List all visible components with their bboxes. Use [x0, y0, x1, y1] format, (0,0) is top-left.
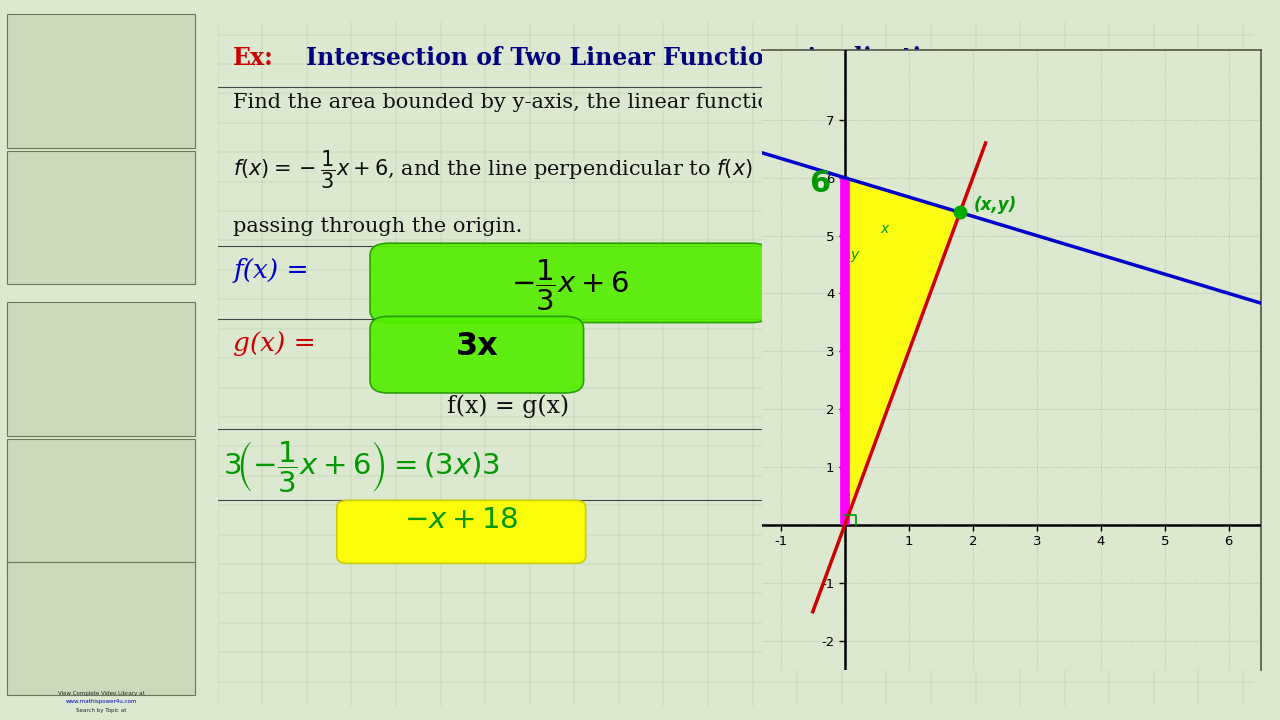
FancyBboxPatch shape — [8, 562, 195, 695]
Text: (x,y): (x,y) — [974, 196, 1018, 214]
Text: $f(x) = -\dfrac{1}{3}x + 6$, and the line perpendicular to $f(x)$: $f(x) = -\dfrac{1}{3}x + 6$, and the lin… — [233, 148, 753, 191]
Text: 3x: 3x — [456, 330, 498, 361]
FancyBboxPatch shape — [370, 316, 584, 393]
Polygon shape — [845, 178, 960, 525]
Text: x: x — [881, 222, 888, 235]
Text: f(x) =: f(x) = — [233, 258, 317, 282]
FancyBboxPatch shape — [337, 500, 586, 563]
Text: passing through the origin.: passing through the origin. — [233, 217, 522, 235]
Text: y: y — [850, 248, 858, 262]
FancyBboxPatch shape — [8, 151, 195, 284]
Text: f(x) = g(x): f(x) = g(x) — [447, 395, 570, 418]
Text: Find the area bounded by y-axis, the linear function: Find the area bounded by y-axis, the lin… — [233, 94, 783, 112]
Text: $3\!\left(-\dfrac{1}{3}x + 6\right) = \left(3x\right)3$: $3\!\left(-\dfrac{1}{3}x + 6\right) = \l… — [223, 440, 499, 495]
Text: www.mathispower4u.com: www.mathispower4u.com — [65, 699, 137, 704]
FancyBboxPatch shape — [8, 302, 195, 436]
Text: $-x + 18$: $-x + 18$ — [404, 506, 518, 534]
Text: 6: 6 — [809, 169, 831, 198]
Text: Ex:: Ex: — [233, 45, 274, 70]
FancyBboxPatch shape — [370, 243, 771, 323]
Text: g(x) =: g(x) = — [233, 330, 324, 356]
Text: Search by Topic at: Search by Topic at — [76, 708, 127, 713]
Text: Intersection of Two Linear Functions Application: Intersection of Two Linear Functions App… — [306, 45, 954, 70]
FancyBboxPatch shape — [8, 14, 195, 148]
Text: $-\dfrac{1}{3}x + 6$: $-\dfrac{1}{3}x + 6$ — [511, 258, 630, 312]
Text: View Complete Video Library at: View Complete Video Library at — [58, 691, 145, 696]
FancyBboxPatch shape — [8, 439, 195, 572]
